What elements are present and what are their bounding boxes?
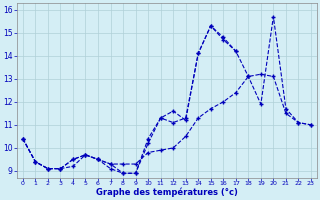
X-axis label: Graphe des températures (°c): Graphe des températures (°c) xyxy=(96,188,238,197)
